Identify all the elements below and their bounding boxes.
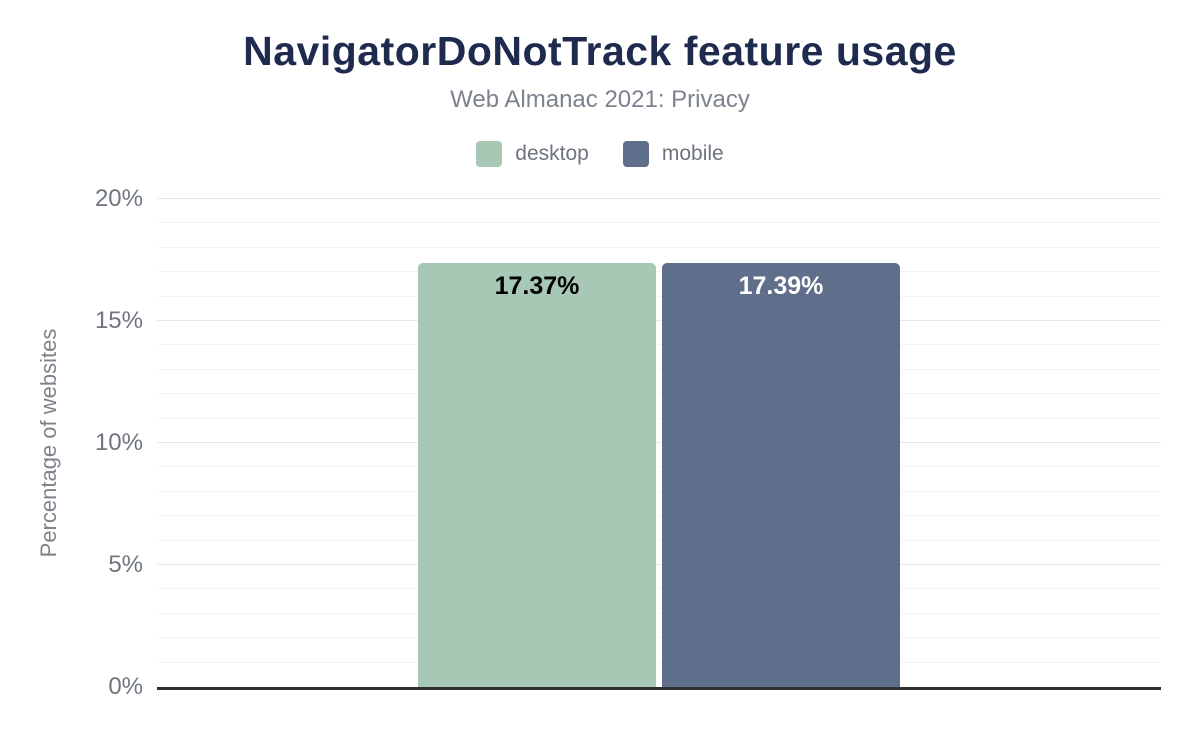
bar-value-label: 17.37%	[494, 272, 580, 301]
plot-area: 17.37% 17.39%	[157, 198, 1161, 690]
legend: desktop mobile	[0, 140, 1200, 168]
y-tick-label: 5%	[108, 551, 143, 578]
gridline-minor	[157, 490, 1161, 492]
legend-item-mobile[interactable]: mobile	[622, 141, 724, 167]
gridline-minor	[157, 393, 1161, 395]
y-tick-label: 10%	[94, 429, 143, 456]
gridline-minor	[157, 271, 1161, 273]
gridline-minor	[157, 466, 1161, 468]
gridline-minor	[157, 368, 1161, 370]
gridline-minor	[157, 295, 1161, 297]
legend-item-desktop[interactable]: desktop	[476, 141, 589, 167]
gridline-minor	[157, 661, 1161, 663]
gridline-major	[157, 198, 1161, 199]
legend-swatch-mobile	[622, 141, 649, 167]
gridline-minor	[157, 588, 1161, 590]
bar-value-label: 17.39%	[738, 271, 824, 300]
chart-subtitle: Web Almanac 2021: Privacy	[450, 86, 750, 113]
y-axis-ticks: 0% 5% 10% 15% 20%	[0, 187, 143, 699]
gridline-major	[157, 442, 1161, 443]
gridline-minor	[157, 612, 1161, 614]
y-tick-label: 15%	[94, 307, 143, 334]
gridline-minor	[157, 539, 1161, 541]
legend-swatch-desktop	[476, 141, 503, 167]
gridline-minor	[157, 417, 1161, 419]
bars-group: 17.37% 17.39%	[418, 262, 900, 687]
gridline-minor	[157, 515, 1161, 517]
gridline-minor	[157, 222, 1161, 224]
gridline-major	[157, 320, 1161, 321]
legend-label: mobile	[661, 142, 724, 165]
bar-desktop[interactable]: 17.37%	[418, 263, 656, 687]
gridline-minor	[157, 344, 1161, 346]
y-tick-label: 0%	[108, 673, 143, 700]
gridline-minor	[157, 637, 1161, 639]
bar-mobile[interactable]: 17.39%	[662, 262, 900, 687]
chart-title: NavigatorDoNotTrack feature usage	[243, 28, 957, 74]
legend-label: desktop	[515, 142, 589, 165]
gridline-major	[157, 564, 1161, 565]
y-tick-label: 20%	[94, 185, 143, 212]
gridline-minor	[157, 246, 1161, 248]
